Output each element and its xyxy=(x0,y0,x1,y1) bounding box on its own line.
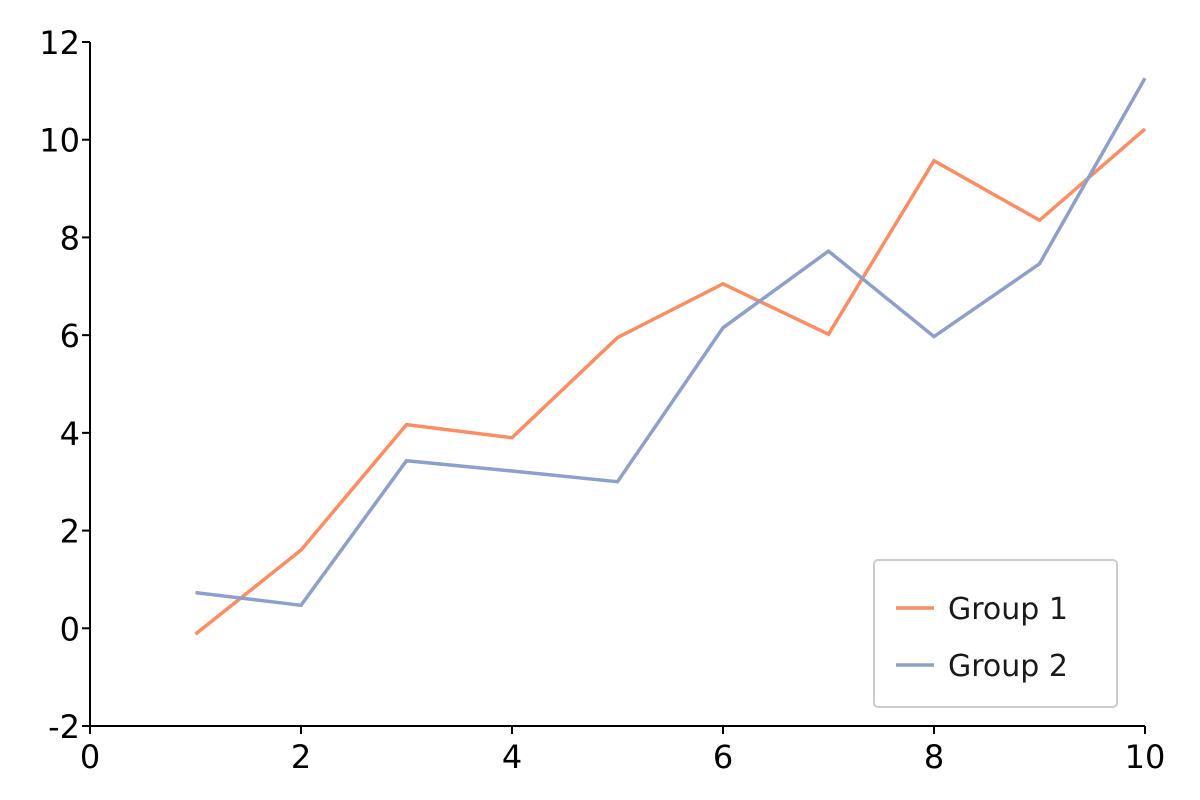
y-tick-label: -2 xyxy=(48,708,80,746)
y-tick-label: 0 xyxy=(60,610,80,648)
legend-box xyxy=(873,559,1118,708)
x-tick-label: 6 xyxy=(713,738,733,776)
x-tick-label: 0 xyxy=(80,738,100,776)
x-ticks: 0 2 4 6 8 10 xyxy=(80,726,1166,776)
series-line-group-1 xyxy=(194,127,1147,636)
x-tick-label: 2 xyxy=(291,738,311,776)
x-tick-label: 10 xyxy=(1125,738,1166,776)
legend: Group 1 Group 2 xyxy=(873,559,1118,708)
y-tick-label: 10 xyxy=(39,122,80,160)
y-tick-label: 8 xyxy=(60,219,80,257)
legend-label-group-2: Group 2 xyxy=(948,649,1068,684)
y-tick-label: 2 xyxy=(60,513,80,551)
x-tick-label: 4 xyxy=(502,738,522,776)
y-ticks: -2 0 2 4 6 8 10 12 xyxy=(39,24,90,746)
legend-label-group-1: Group 1 xyxy=(948,592,1068,627)
x-tick-label: 8 xyxy=(924,738,944,776)
y-tick-label: 6 xyxy=(60,317,80,355)
plot-area xyxy=(194,77,1147,636)
y-tick-label: 4 xyxy=(60,415,80,453)
series-line-group-2 xyxy=(195,77,1147,608)
y-tick-label: 12 xyxy=(39,24,80,62)
